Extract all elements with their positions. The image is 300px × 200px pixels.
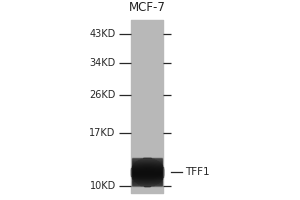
Text: 43KD: 43KD [90,29,116,39]
Text: 34KD: 34KD [90,58,116,68]
Text: 26KD: 26KD [89,90,116,100]
Text: MCF-7: MCF-7 [129,1,166,14]
Text: TFF1: TFF1 [185,167,210,177]
Text: 17KD: 17KD [89,128,116,138]
Text: 10KD: 10KD [90,181,116,191]
